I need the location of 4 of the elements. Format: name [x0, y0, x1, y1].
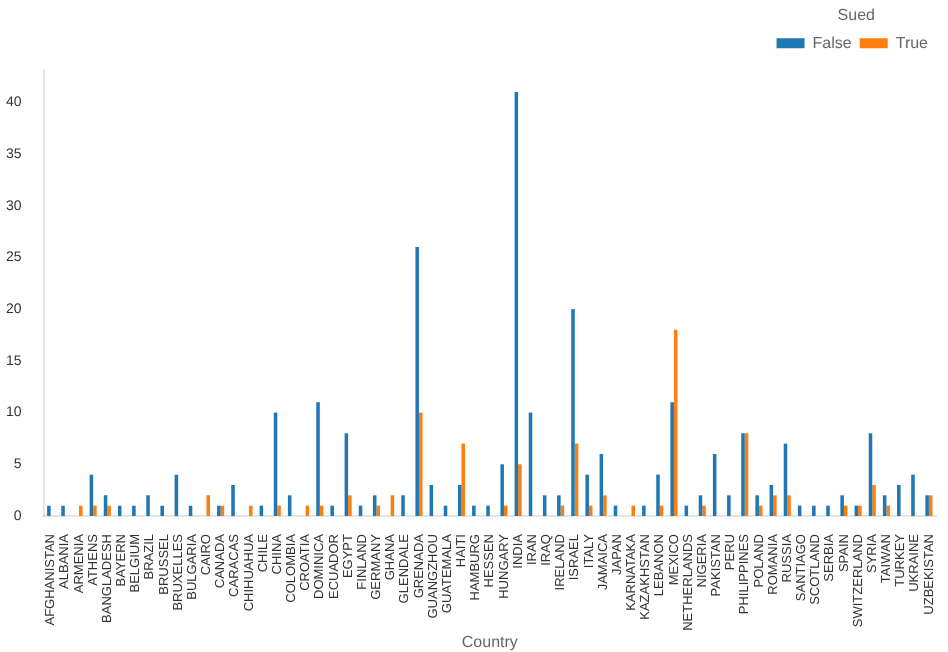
legend-label: False: [812, 33, 853, 52]
x-axis-title: Country: [461, 632, 518, 651]
legend-title: Sued: [837, 6, 875, 25]
legend-label: True: [895, 33, 930, 52]
